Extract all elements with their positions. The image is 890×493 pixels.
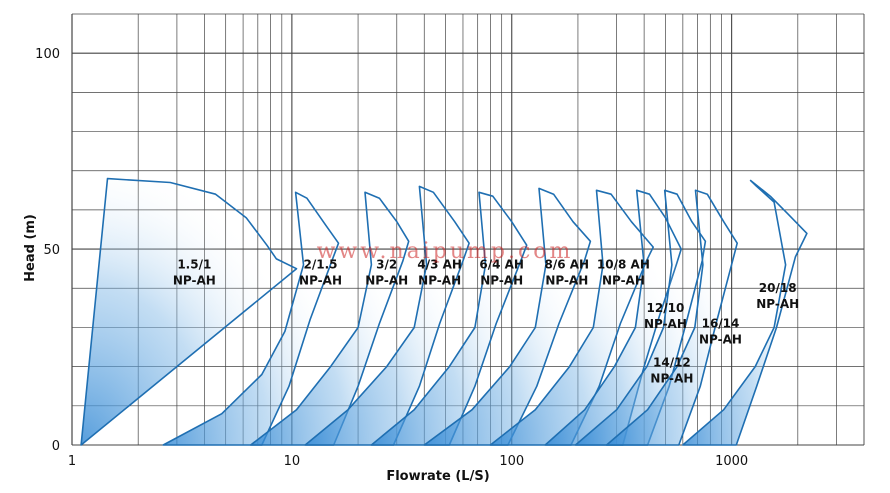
x-tick-label: 10 xyxy=(284,454,301,469)
series-label: NP-AH xyxy=(602,274,645,288)
series-curve xyxy=(162,191,340,446)
curve-labels: 1.5/1 NP-AH 2/1.5 NP-AH 3/2 NP-AH 4/3 AH NP-AH 6… xyxy=(173,258,799,386)
series-label: NP-AH xyxy=(644,317,687,331)
series-curve xyxy=(80,177,298,446)
series-curve xyxy=(544,189,682,446)
x-tick-label: 100 xyxy=(499,454,524,469)
series-label: NP-AH xyxy=(299,274,342,288)
series-label: 16/14 xyxy=(702,316,740,330)
series-label: 8/6 AH xyxy=(545,258,590,272)
y-tick-label: 100 xyxy=(35,47,60,62)
series-curve xyxy=(304,185,470,446)
series-label: NP-AH xyxy=(699,332,742,346)
series-label: NP-AH xyxy=(365,274,408,288)
series-label: 20/18 xyxy=(759,281,797,295)
series-curve xyxy=(489,189,654,446)
series-label: NP-AH xyxy=(418,274,461,288)
series-label: NP-AH xyxy=(650,372,693,386)
series-curve xyxy=(370,191,528,446)
series-label: 3/2 xyxy=(376,258,397,272)
y-tick-label: 50 xyxy=(43,243,60,258)
series-label: 4/3 AH xyxy=(417,258,462,272)
curve-layer xyxy=(80,177,808,446)
x-tick-label: 1000 xyxy=(715,454,748,469)
series-label: NP-AH xyxy=(545,274,588,288)
series-curve xyxy=(249,191,410,446)
series-curve xyxy=(682,179,808,446)
series-label: 10/8 AH xyxy=(597,258,650,272)
series-curve xyxy=(423,187,592,446)
series-label: 6/4 AH xyxy=(479,258,524,272)
series-label: NP-AH xyxy=(173,274,216,288)
series-label: NP-AH xyxy=(756,297,799,311)
x-tick-label: 1 xyxy=(68,454,76,469)
series-label: 14/12 xyxy=(653,356,691,370)
y-tick-label: 0 xyxy=(52,439,60,454)
series-curve xyxy=(605,189,738,446)
series-label: 12/10 xyxy=(647,301,685,315)
watermark: www.naipump.com xyxy=(317,239,574,264)
y-axis-title: Head (m) xyxy=(23,214,38,282)
series-label: 2/1.5 xyxy=(304,258,338,272)
tick-labels: 1 10 100 1000 0 50 100 xyxy=(35,47,748,469)
series-label: NP-AH xyxy=(480,274,523,288)
series-label: 1.5/1 xyxy=(177,258,211,272)
x-axis-title: Flowrate (L/S) xyxy=(386,469,489,484)
